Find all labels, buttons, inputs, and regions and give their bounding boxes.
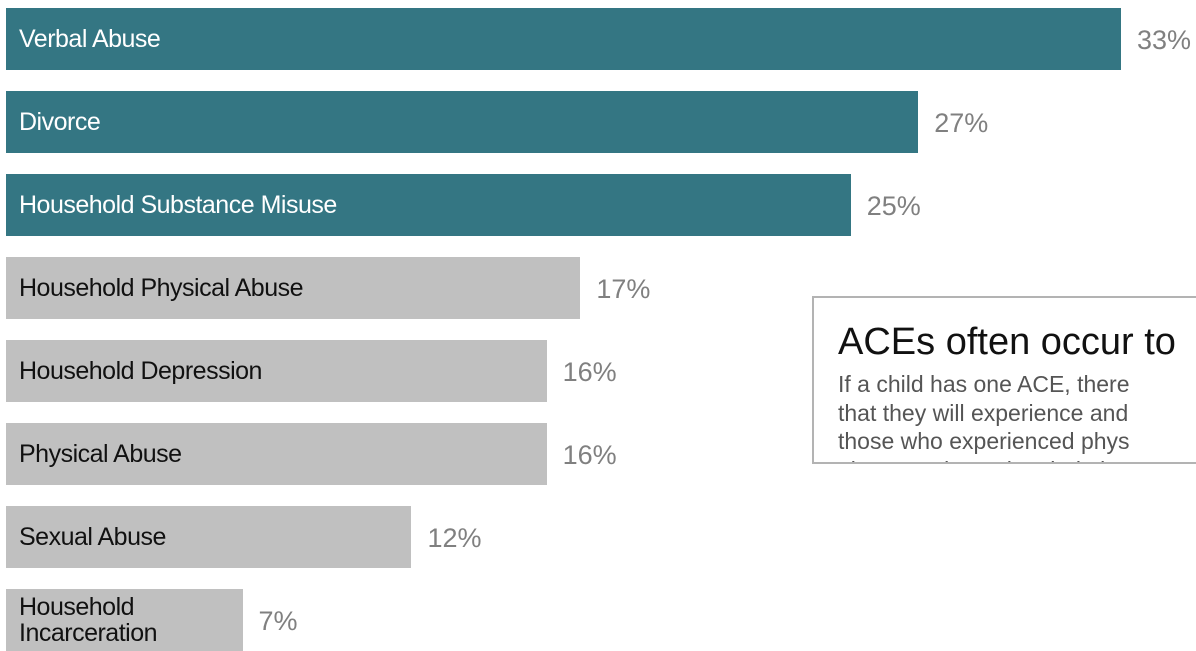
callout-title: ACEs often occur to bbox=[838, 321, 1176, 363]
bar-household-substance-misuse bbox=[6, 174, 851, 236]
callout-line: those who experienced phys bbox=[838, 428, 1130, 454]
bar-label: Divorce bbox=[19, 108, 101, 136]
bar-household-depression bbox=[6, 340, 547, 402]
value-label: 16% bbox=[562, 440, 617, 470]
callout-line: that they will experience and bbox=[838, 399, 1129, 426]
bar-household-incarceration bbox=[6, 589, 243, 651]
bar-label: Household Depression bbox=[19, 357, 262, 385]
bar-physical-abuse bbox=[6, 423, 547, 485]
bar-label: Household Substance Misuse bbox=[19, 191, 337, 219]
bar-verbal-abuse bbox=[6, 8, 1121, 70]
callout-body: If a child has one ACE, there that they … bbox=[838, 370, 1196, 463]
value-label: 12% bbox=[427, 523, 482, 553]
bar-label: Physical Abuse bbox=[19, 440, 182, 468]
bar-household-physical-abuse bbox=[6, 257, 581, 319]
value-label: 33% bbox=[1137, 25, 1192, 55]
bar-divorce bbox=[6, 91, 919, 153]
bar-sexual-abuse bbox=[6, 506, 412, 568]
bar-label: Verbal Abuse bbox=[19, 25, 161, 53]
callout-box: ACEs often occur to If a child has one A… bbox=[812, 296, 1196, 464]
bar-label: Household Incarceration bbox=[19, 593, 158, 647]
value-label: 27% bbox=[934, 108, 989, 138]
callout-line: If a child has one ACE, there bbox=[838, 371, 1130, 397]
value-label: 25% bbox=[866, 191, 921, 221]
callout-line: also experienced verbal abus bbox=[838, 456, 1196, 463]
bar-label: Household Physical Abuse bbox=[19, 274, 304, 302]
value-label: 17% bbox=[596, 274, 651, 304]
bar-label: Sexual Abuse bbox=[19, 523, 166, 551]
value-label: 16% bbox=[562, 357, 617, 387]
value-label: 7% bbox=[258, 606, 298, 636]
